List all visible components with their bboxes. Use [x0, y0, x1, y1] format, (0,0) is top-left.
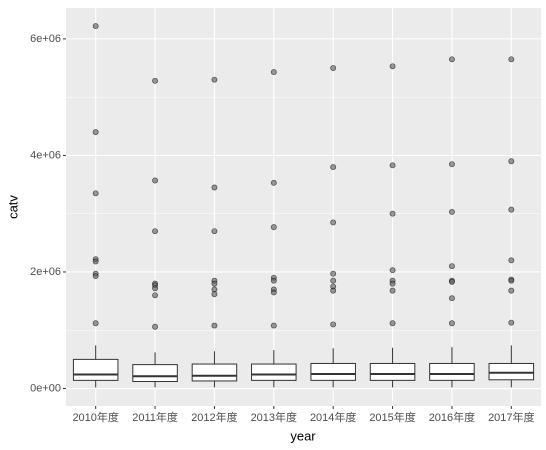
- outlier: [270, 224, 277, 231]
- outlier: [152, 323, 159, 330]
- x-tick-label: 2012年度: [191, 410, 237, 424]
- outlier: [152, 177, 159, 184]
- x-tick-label: 2016年度: [429, 410, 475, 424]
- outlier: [389, 210, 396, 217]
- outlier: [270, 289, 277, 296]
- outlier: [330, 270, 337, 277]
- outlier: [92, 258, 99, 265]
- x-tick-label: 2011年度: [132, 410, 178, 424]
- outlier: [448, 56, 455, 63]
- x-tick-label: 2014年度: [310, 410, 356, 424]
- outlier: [330, 277, 337, 284]
- box: [191, 363, 238, 382]
- outlier: [152, 77, 159, 84]
- x-tick-label: 2015年度: [369, 410, 415, 424]
- outlier: [211, 184, 218, 191]
- outlier: [92, 273, 99, 280]
- outlier: [389, 267, 396, 274]
- outlier: [270, 277, 277, 284]
- outlier: [389, 280, 396, 287]
- outlier: [270, 322, 277, 329]
- outlier: [448, 295, 455, 302]
- outlier: [330, 164, 337, 171]
- outlier: [211, 322, 218, 329]
- x-axis-title: year: [290, 428, 316, 443]
- outlier: [330, 287, 337, 294]
- outlier: [448, 263, 455, 270]
- outlier: [508, 206, 515, 213]
- outlier: [330, 321, 337, 328]
- outlier: [389, 63, 396, 70]
- outlier: [270, 69, 277, 76]
- outlier: [92, 190, 99, 197]
- y-axis-title: catv: [5, 195, 20, 219]
- x-tick-label: 2013年度: [251, 410, 297, 424]
- outlier: [508, 56, 515, 63]
- outlier: [152, 285, 159, 292]
- outlier: [448, 209, 455, 215]
- outlier: [508, 277, 515, 284]
- outlier: [448, 320, 455, 327]
- outlier: [448, 161, 455, 168]
- box: [310, 362, 356, 381]
- outlier: [152, 292, 159, 299]
- outlier: [92, 23, 99, 30]
- y-tick-label: 4e+06: [30, 149, 61, 161]
- outlier: [92, 320, 99, 327]
- outlier: [211, 76, 218, 83]
- outlier: [211, 228, 218, 235]
- box: [488, 362, 535, 381]
- outlier: [389, 287, 396, 294]
- box: [369, 362, 416, 381]
- outlier: [330, 219, 337, 226]
- box: [72, 358, 119, 381]
- outlier: [152, 228, 159, 235]
- y-tick-label: 2e+06: [30, 266, 61, 278]
- box: [132, 364, 178, 383]
- outlier: [211, 280, 218, 287]
- x-tick-label: 2010年度: [72, 410, 118, 424]
- panel: [66, 8, 541, 406]
- y-tick-label: 0e+00: [30, 382, 61, 394]
- outlier: [508, 257, 515, 264]
- box: [251, 363, 297, 381]
- outlier: [270, 179, 277, 186]
- outlier: [448, 278, 455, 285]
- outlier: [389, 320, 396, 327]
- outlier: [508, 287, 515, 294]
- outlier: [211, 291, 218, 298]
- box: [429, 362, 475, 381]
- outlier: [508, 319, 515, 326]
- x-tick-label: 2017年度: [488, 410, 534, 424]
- outlier: [92, 129, 99, 136]
- y-tick-label: 6e+06: [30, 33, 61, 45]
- outlier: [330, 65, 337, 71]
- outlier: [389, 162, 396, 169]
- outlier: [508, 158, 515, 165]
